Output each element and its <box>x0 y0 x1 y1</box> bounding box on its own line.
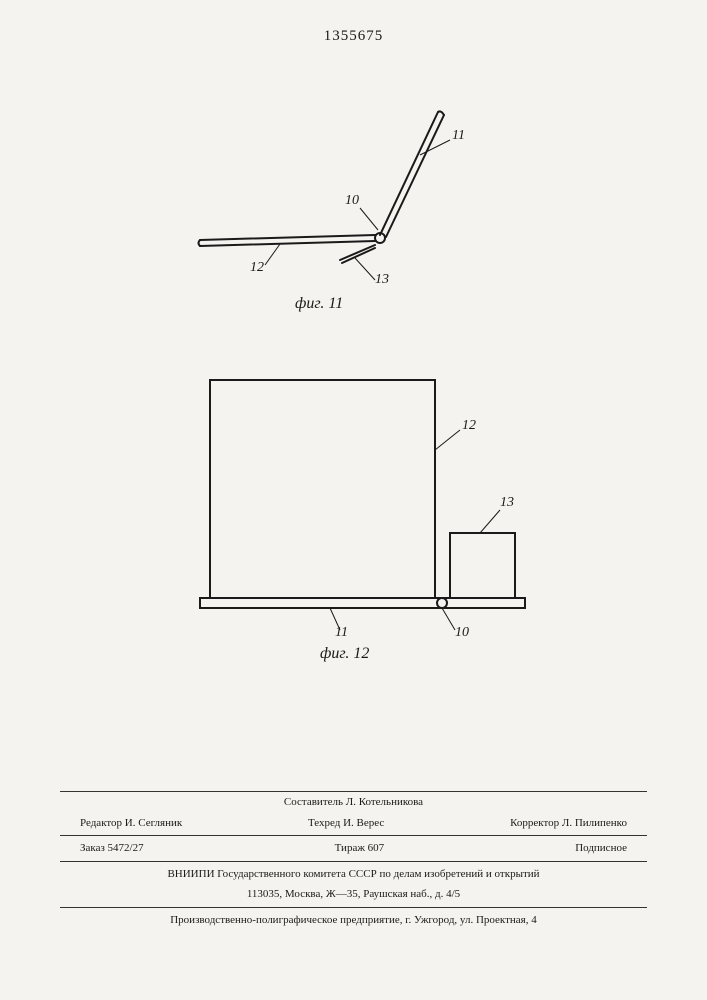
fig12-svg <box>180 370 540 660</box>
figure-12: 12 13 10 11 фиг. 12 <box>180 370 540 660</box>
figure-11: 11 10 12 13 фиг. 11 <box>180 100 510 300</box>
footer-order: Заказ 5472/27 <box>80 840 144 857</box>
footer-tirage: Тираж 607 <box>335 840 385 857</box>
footer-tech: Техред И. Верес <box>308 815 384 832</box>
page-number: 1355675 <box>324 28 384 45</box>
fig12-label-12: 12 <box>462 418 476 434</box>
fig12-label-10: 10 <box>455 625 469 641</box>
footer-org1: ВНИИПИ Государственного комитета СССР по… <box>60 864 647 885</box>
footer-addr1: 113035, Москва, Ж—35, Раушская наб., д. … <box>60 884 647 905</box>
fig11-label-12: 12 <box>250 260 264 276</box>
fig11-label-13: 13 <box>375 272 389 288</box>
footer-corrector: Корректор Л. Пилипенко <box>510 815 627 832</box>
footer-signed: Подписное <box>575 840 627 857</box>
fig11-label-10: 10 <box>345 193 359 209</box>
fig12-label-13: 13 <box>500 495 514 511</box>
fig11-label-11: 11 <box>452 128 465 144</box>
fig11-caption: фиг. 11 <box>295 295 343 313</box>
footer-block: Составитель Л. Котельникова Редактор И. … <box>60 791 647 930</box>
footer-editor: Редактор И. Сегляник <box>80 815 182 832</box>
footer-composer: Составитель Л. Котельникова <box>60 792 647 813</box>
fig12-caption: фиг. 12 <box>320 645 369 663</box>
fig12-label-11: 11 <box>335 625 348 641</box>
footer-org2: Производственно-полиграфическое предприя… <box>60 910 647 931</box>
